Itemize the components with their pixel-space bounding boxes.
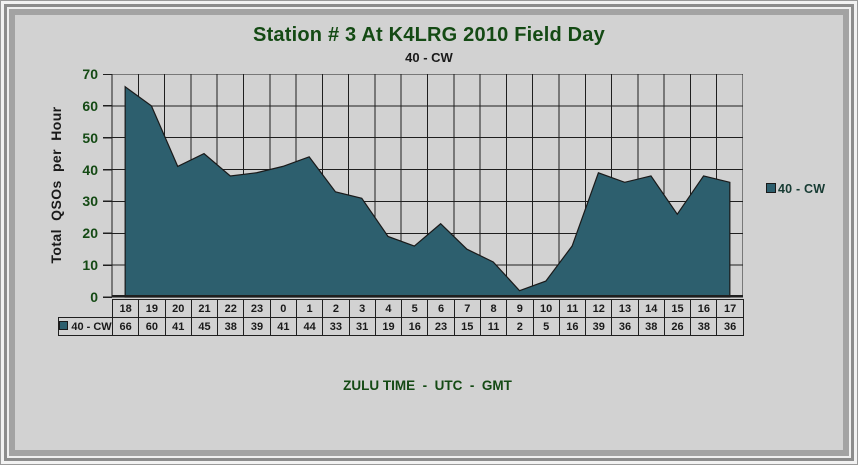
value-cell: 45 [190,317,219,336]
value-cell: 31 [348,317,376,336]
hour-cell: 2 [322,299,350,318]
value-cell: 26 [663,317,692,336]
value-cell: 16 [558,317,587,336]
y-tick-label: 10 [82,257,98,274]
value-cell: 36 [716,317,744,336]
hour-cell: 13 [611,299,639,318]
value-cell: 15 [453,317,481,336]
hour-cell: 9 [506,299,534,318]
chart-title: Station # 3 At K4LRG 2010 Field Day [253,24,605,46]
table-legend-cell: 40 - CW [58,317,113,336]
value-cell: 11 [479,317,508,336]
y-tick-label: 60 [82,97,98,114]
value-cell: 38 [217,317,245,336]
y-tick-label: 70 [82,66,98,82]
y-tick-label: 50 [82,129,98,146]
plot-area [103,74,743,298]
hour-cell: 4 [374,299,403,318]
data-table: 18 19 20 21 22 23 0 1 2 3 4 5 6 7 8 9 10 11 12 13 14 15 16 17 40… [58,299,744,336]
hour-cell: 15 [663,299,692,318]
table-legend-swatch-icon [59,321,69,331]
x-axis-title: ZULU TIME - UTC - GMT [343,378,512,393]
hour-cell: 3 [348,299,376,318]
hour-cell: 19 [138,299,166,318]
hour-cell: 1 [295,299,324,318]
hour-cell: 11 [558,299,587,318]
value-cell: 36 [611,317,639,336]
hour-cell: 12 [585,299,613,318]
value-cell: 16 [401,317,429,336]
value-cell: 39 [585,317,613,336]
hour-cell: 22 [217,299,245,318]
hour-cell: 6 [427,299,455,318]
hour-cell: 10 [532,299,560,318]
value-cell: 41 [269,317,297,336]
chart-subtitle: 40 - CW [405,50,453,65]
hour-cell: 5 [401,299,429,318]
hour-cell: 0 [269,299,297,318]
legend-swatch-icon [766,183,776,193]
y-tick-label: 0 [90,289,98,305]
hour-cell: 18 [111,299,140,318]
hour-cell: 20 [164,299,192,318]
value-cell: 38 [637,317,665,336]
y-tick-label: 30 [82,193,98,210]
hour-cell: 16 [690,299,718,318]
value-cell: 19 [374,317,403,336]
y-tick-label: 40 [82,161,98,178]
value-cell: 41 [164,317,192,336]
value-cell: 66 [111,317,140,336]
value-cell: 5 [532,317,560,336]
legend: 40 - CW [766,182,825,196]
table-corner-cell [59,300,113,318]
y-tick-label: 20 [82,225,98,242]
hour-cell: 21 [190,299,219,318]
value-cell: 39 [243,317,271,336]
value-cell: 33 [322,317,350,336]
value-cell: 60 [138,317,166,336]
value-cell: 38 [690,317,718,336]
hour-cell: 7 [453,299,481,318]
value-cell: 44 [295,317,324,336]
value-cell: 23 [427,317,455,336]
value-cell: 2 [506,317,534,336]
hour-cell: 8 [479,299,508,318]
hour-cell: 14 [637,299,665,318]
hour-cell: 23 [243,299,271,318]
area-series-40-cw [124,85,731,298]
legend-label: 40 - CW [778,182,826,196]
hour-cell: 17 [716,299,744,318]
